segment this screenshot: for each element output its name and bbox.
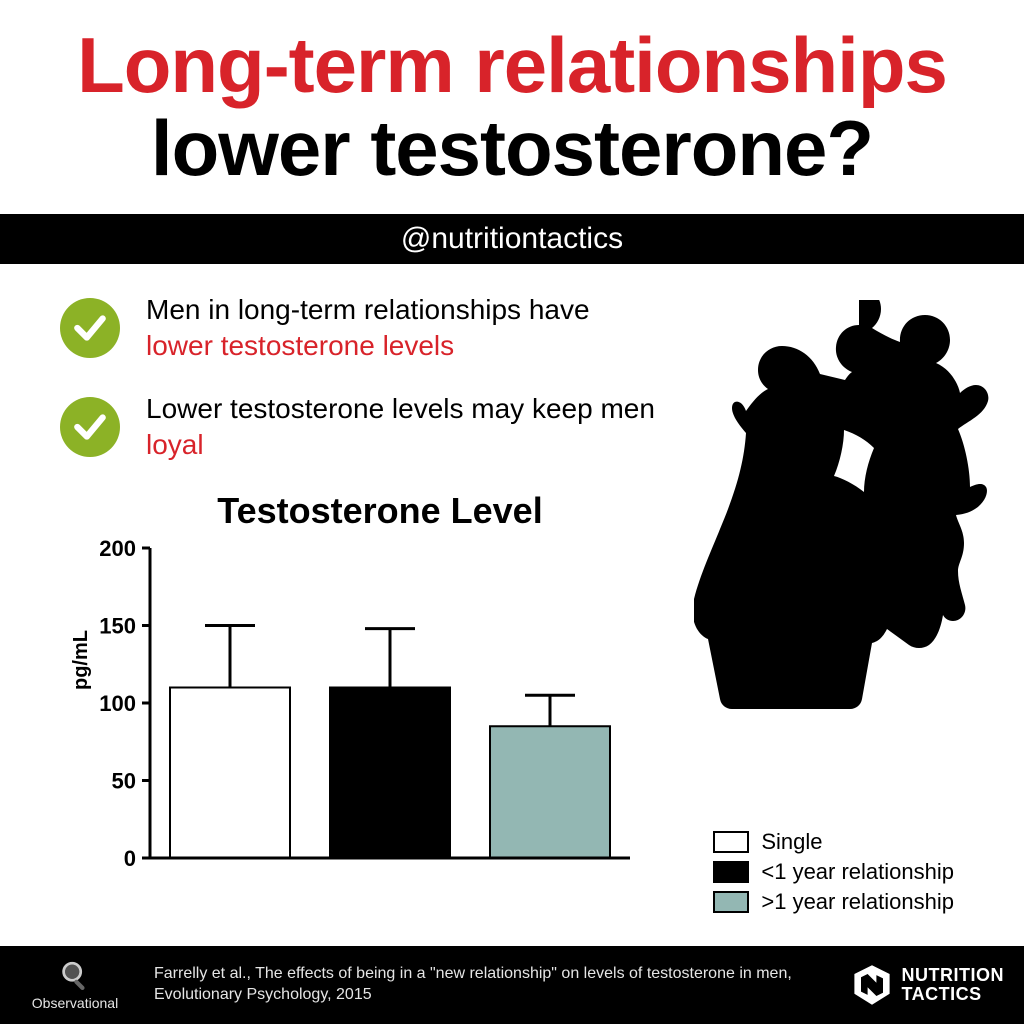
bullet-1-highlight: lower testosterone levels: [146, 330, 454, 361]
bullet-2-highlight: loyal: [146, 429, 204, 460]
magnifier-icon: [58, 959, 92, 993]
brand-line2: TACTICS: [902, 985, 1005, 1004]
check-icon: [60, 298, 120, 358]
brand-icon: [850, 963, 894, 1007]
y-axis-label: pg/mL: [70, 630, 93, 690]
check-icon: [60, 397, 120, 457]
chart-legend: Single <1 year relationship >1 year relati…: [713, 829, 954, 919]
legend-item: <1 year relationship: [713, 859, 954, 885]
bullet-2-text: Lower testosterone levels may keep men l…: [146, 391, 660, 464]
brand-text: NUTRITION TACTICS: [902, 966, 1005, 1004]
legend-swatch: [713, 891, 749, 913]
chart-container: Testosterone Level pg/mL 050100150200: [80, 490, 640, 878]
legend-label: >1 year relationship: [761, 889, 954, 915]
title-line2: lower testosterone?: [40, 103, 984, 194]
svg-text:100: 100: [99, 691, 136, 716]
svg-text:150: 150: [99, 614, 136, 639]
bullet-list: Men in long-term relationships have lowe…: [0, 264, 720, 464]
chart-title: Testosterone Level: [120, 490, 640, 532]
bar-chart: 0 50 100 150 200: [80, 538, 640, 878]
brand-logo: NUTRITION TACTICS: [850, 963, 1005, 1007]
bullet-1-text: Men in long-term relationships have lowe…: [146, 292, 660, 365]
title-line1: Long-term relationships: [40, 20, 984, 111]
svg-text:200: 200: [99, 538, 136, 561]
svg-text:50: 50: [112, 769, 136, 794]
bullet-1: Men in long-term relationships have lowe…: [60, 292, 660, 365]
legend-item: Single: [713, 829, 954, 855]
footer-bar: Observational Farrelly et al., The effec…: [0, 946, 1024, 1024]
observational-label: Observational: [32, 995, 118, 1011]
brand-line1: NUTRITION: [902, 966, 1005, 985]
bullet-2: Lower testosterone levels may keep men l…: [60, 391, 660, 464]
bullet-1-pre: Men in long-term relationships have: [146, 294, 590, 325]
svg-text:0: 0: [124, 846, 136, 871]
bullet-2-pre: Lower testosterone levels may keep men: [146, 393, 655, 424]
legend-label: <1 year relationship: [761, 859, 954, 885]
legend-swatch: [713, 831, 749, 853]
citation-text: Farrelly et al., The effects of being in…: [154, 964, 834, 1006]
legend-label: Single: [761, 829, 822, 855]
legend-item: >1 year relationship: [713, 889, 954, 915]
legend-swatch: [713, 861, 749, 883]
observational-badge: Observational: [20, 959, 130, 1011]
couple-silhouette-icon: [694, 300, 994, 745]
handle-bar: @nutritiontactics: [0, 214, 1024, 264]
